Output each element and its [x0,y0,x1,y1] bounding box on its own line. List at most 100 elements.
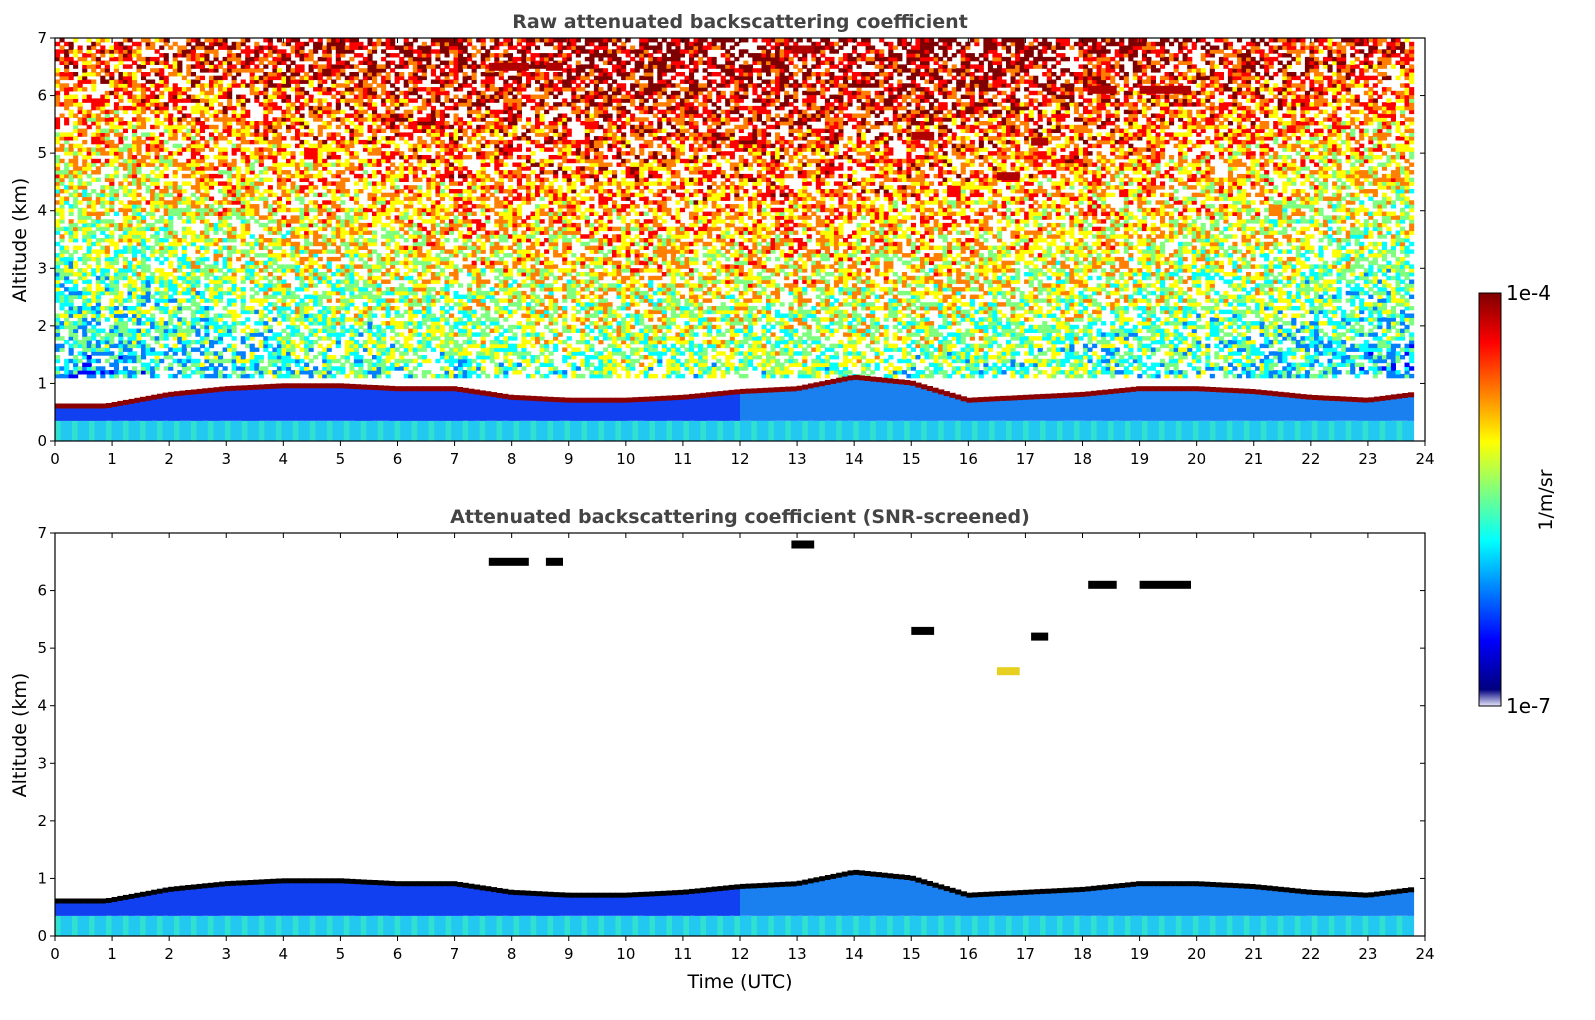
heatmap-cell [376,113,382,118]
heatmap-cell [240,105,246,111]
heatmap-cell [159,283,165,288]
heatmap-cell [286,158,292,164]
heatmap-cell [118,275,124,281]
heatmap-cell [254,158,260,164]
heatmap-cell [390,139,396,145]
heatmap-cell [372,136,378,141]
heatmap-cell [430,98,436,103]
heatmap-cell [186,207,192,213]
heatmap-cell [340,279,346,284]
heatmap-cell [172,306,178,311]
heatmap-cell [403,49,409,54]
heatmap-cell [421,253,427,258]
heatmap-cell [132,306,138,311]
heatmap-cell [95,158,101,164]
heatmap-cell [59,136,65,141]
heatmap-cell [68,298,74,303]
heatmap-cell [335,309,341,315]
heatmap-cell [195,283,201,288]
heatmap-cell [141,87,147,92]
heatmap-cell [222,332,228,337]
heatmap-cell [263,136,269,141]
heatmap-cell [272,373,278,379]
heatmap-cell [204,109,210,115]
heatmap-cell [362,162,368,167]
heatmap-cell [435,136,441,141]
heatmap-cell [159,215,165,220]
heatmap-cell [154,366,160,371]
heatmap-cell [177,128,183,133]
heatmap-cell [82,328,88,333]
heatmap-cell [154,358,160,364]
heatmap-cell [64,41,70,47]
heatmap-cell [132,373,138,379]
heatmap-cell [335,219,341,224]
heatmap-cell [190,158,196,164]
heatmap-cell [340,222,346,228]
heatmap-cell [344,79,350,84]
heatmap-cell [381,358,387,364]
heatmap-cell [181,321,187,326]
heatmap-cell [204,196,210,201]
heatmap-cell [113,189,119,194]
heatmap-cell [394,358,400,364]
heatmap-cell [372,196,378,201]
heatmap-cell [435,185,441,190]
heatmap-cell [340,253,346,258]
heatmap-cell [421,143,427,149]
heatmap-cell [113,298,119,303]
heatmap-cell [276,143,282,149]
heatmap-cell [322,294,328,299]
heatmap-cell [59,211,65,216]
heatmap-cell [362,294,368,299]
heatmap-cell [426,189,432,194]
heatmap-cell [290,45,296,50]
heatmap-cell [281,121,287,126]
heatmap-cell [82,117,88,122]
heatmap-cell [358,207,364,213]
heatmap-cell [172,83,178,88]
heatmap-cell [186,306,192,311]
heatmap-cell [308,373,314,379]
heatmap-cell [344,147,350,152]
heatmap-cell [417,189,423,194]
heatmap-cell [91,370,97,375]
heatmap-cell [145,370,151,375]
heatmap-cell [213,358,219,364]
heatmap-cell [136,136,142,141]
heatmap-cell [86,147,92,152]
heatmap-cell [372,241,378,247]
heatmap-cell [195,94,201,99]
heatmap-cell [190,155,196,160]
heatmap-cell [408,41,414,47]
heatmap-cell [213,79,219,84]
heatmap-cell [150,351,156,356]
heatmap-cell [263,189,269,194]
heatmap-cell [218,170,224,175]
heatmap-cell [195,268,201,273]
heatmap-cell [340,362,346,367]
heatmap-cell [127,219,133,224]
heatmap-cell [95,347,101,352]
heatmap-cell [77,219,83,224]
heatmap-cell [358,222,364,228]
heatmap-cell [73,226,79,232]
heatmap-cell [240,128,246,133]
heatmap-cell [295,219,301,224]
heatmap-cell [163,332,169,337]
heatmap-cell [408,170,414,175]
heatmap-cell [322,245,328,250]
heatmap-cell [426,298,432,303]
heatmap-cell [349,56,355,62]
heatmap-cell [118,355,124,360]
heatmap-cell [390,90,396,96]
heatmap-cell [245,192,251,198]
heatmap-cell [249,170,255,175]
heatmap-cell [344,328,350,333]
heatmap-cell [376,211,382,216]
heatmap-cell [331,373,337,379]
heatmap-cell [154,207,160,213]
heatmap-cell [417,196,423,201]
heatmap-cell [132,249,138,254]
heatmap-cell [109,204,115,209]
